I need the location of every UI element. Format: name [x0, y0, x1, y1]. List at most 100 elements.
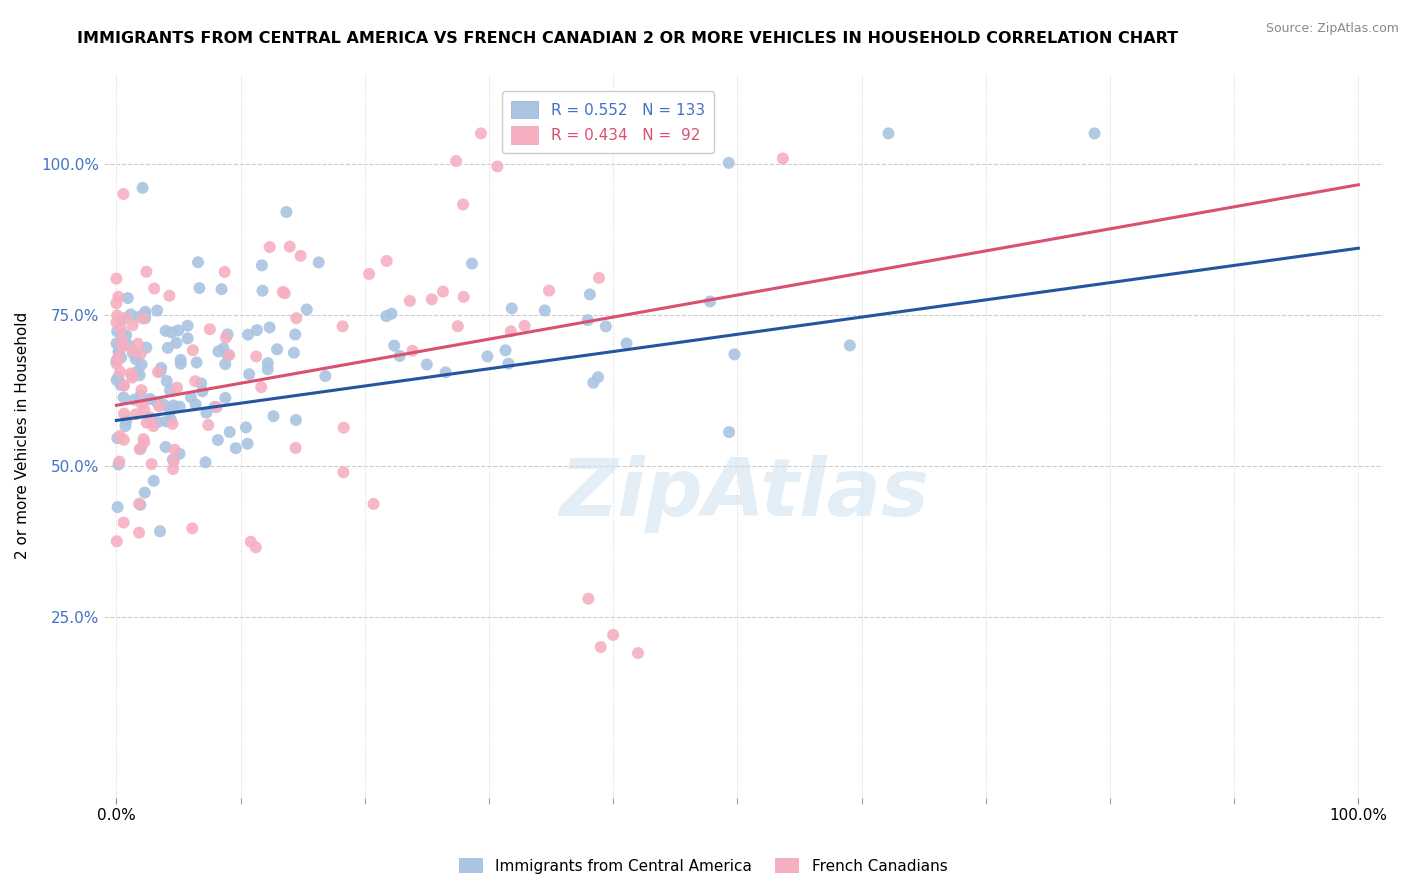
Point: [283, 345, 305, 359]
Point: [616, 336, 638, 351]
Point: [159, 404, 181, 418]
Point: [141, 415, 163, 429]
Point: [129, 498, 152, 512]
Point: [132, 432, 155, 446]
Point: [501, 301, 523, 316]
Point: [128, 368, 150, 383]
Point: [108, 429, 131, 443]
Point: [105, 336, 128, 351]
Point: [602, 628, 624, 642]
Point: [190, 376, 212, 391]
Point: [132, 311, 155, 326]
Point: [115, 328, 138, 343]
Point: [105, 315, 128, 329]
Point: [207, 344, 229, 359]
Point: [401, 343, 423, 358]
Point: [114, 419, 136, 434]
Point: [588, 271, 610, 285]
Point: [877, 127, 900, 141]
Point: [108, 341, 131, 355]
Point: [477, 349, 499, 363]
Point: [108, 365, 131, 379]
Point: [236, 327, 259, 342]
Point: [451, 197, 474, 211]
Point: [169, 447, 191, 461]
Point: [246, 323, 269, 337]
Point: [718, 425, 741, 439]
Point: [595, 319, 617, 334]
Point: [169, 400, 191, 414]
Point: [131, 397, 153, 411]
Point: [127, 336, 149, 351]
Point: [498, 357, 520, 371]
Point: [290, 249, 312, 263]
Text: Source: ZipAtlas.com: Source: ZipAtlas.com: [1265, 22, 1399, 36]
Point: [134, 307, 156, 321]
Point: [111, 377, 134, 392]
Point: [194, 455, 217, 469]
Point: [375, 309, 398, 323]
Point: [149, 364, 172, 378]
Point: [308, 255, 330, 269]
Point: [382, 338, 405, 352]
Point: [579, 287, 602, 301]
Point: [470, 127, 492, 141]
Point: [134, 311, 156, 326]
Point: [150, 360, 173, 375]
Point: [105, 357, 128, 371]
Point: [160, 413, 183, 427]
Point: [214, 391, 236, 405]
Point: [107, 345, 129, 359]
Point: [129, 347, 152, 361]
Point: [195, 406, 218, 420]
Point: [167, 323, 190, 337]
Point: [576, 591, 599, 606]
Point: [162, 462, 184, 476]
Point: [453, 290, 475, 304]
Point: [217, 348, 239, 362]
Point: [165, 335, 187, 350]
Point: [218, 425, 240, 439]
Point: [332, 420, 354, 434]
Point: [420, 293, 443, 307]
Point: [169, 352, 191, 367]
Point: [217, 327, 239, 342]
Point: [124, 348, 146, 362]
Point: [284, 413, 307, 427]
Point: [576, 313, 599, 327]
Point: [142, 474, 165, 488]
Point: [212, 342, 235, 356]
Point: [363, 497, 385, 511]
Point: [112, 407, 135, 421]
Point: [184, 374, 207, 388]
Point: [129, 389, 152, 403]
Point: [162, 417, 184, 431]
Point: [314, 369, 336, 384]
Legend: Immigrants from Central America, French Canadians: Immigrants from Central America, French …: [453, 852, 953, 880]
Point: [332, 466, 354, 480]
Point: [105, 373, 128, 387]
Point: [142, 419, 165, 434]
Point: [121, 318, 143, 333]
Point: [121, 368, 143, 383]
Point: [112, 433, 135, 447]
Point: [121, 370, 143, 384]
Point: [499, 324, 522, 338]
Point: [135, 416, 157, 430]
Point: [332, 319, 354, 334]
Point: [239, 534, 262, 549]
Point: [134, 435, 156, 450]
Point: [295, 302, 318, 317]
Point: [128, 310, 150, 324]
Point: [416, 358, 439, 372]
Point: [107, 351, 129, 365]
Point: [112, 187, 135, 202]
Point: [156, 374, 179, 388]
Point: [120, 307, 142, 321]
Point: [111, 333, 134, 347]
Point: [184, 397, 207, 411]
Point: [461, 256, 484, 270]
Point: [107, 290, 129, 304]
Point: [110, 313, 132, 327]
Point: [112, 391, 135, 405]
